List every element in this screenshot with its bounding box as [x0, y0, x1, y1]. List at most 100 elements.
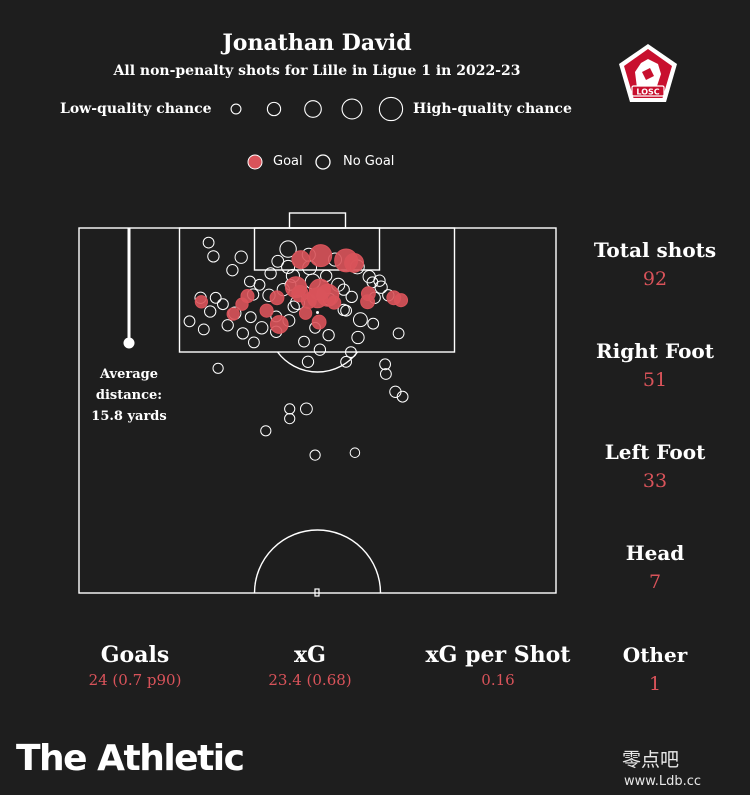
- center-circle: [253, 529, 382, 594]
- no-goal-shot-marker: [197, 323, 210, 336]
- no-goal-shot-marker: [374, 280, 388, 294]
- goal-shot-marker: [344, 252, 365, 273]
- stat-other: Other 1: [580, 643, 730, 695]
- average-distance-label: Average distance: 15.8 yards: [78, 364, 180, 427]
- no-goal-shot-marker: [367, 317, 380, 330]
- stat-xg-per-shot: xG per Shot 0.16: [413, 642, 583, 689]
- stat-xg: xG 23.4 (0.68): [215, 642, 405, 689]
- size-legend-circle: [378, 96, 404, 122]
- penalty-spot: [316, 311, 319, 314]
- no-goal-shot-marker: [264, 267, 277, 280]
- no-goal-shot-marker: [301, 355, 315, 368]
- no-goal-shot-marker: [281, 259, 296, 274]
- stat-label: xG per Shot: [425, 642, 571, 668]
- no-goal-shot-marker: [345, 346, 357, 359]
- size-legend-high-label: High-quality chance: [413, 101, 572, 117]
- chart-subtitle: All non-penalty shots for Lille in Ligue…: [113, 63, 521, 79]
- no-goal-shot-marker: [322, 328, 335, 342]
- the-athletic-logo: The Athletic: [16, 738, 245, 779]
- goal-legend-label: Goal: [273, 154, 303, 169]
- no-goal-shot-marker: [392, 327, 405, 340]
- no-goal-shot-marker: [255, 321, 269, 335]
- pitch-shot-map: [78, 212, 557, 597]
- stat-value: 33: [642, 470, 668, 492]
- watermark-text: 零点吧: [622, 749, 680, 771]
- outcome-legend: Goal No Goal: [240, 150, 440, 174]
- no-goal-shot-marker: [244, 311, 257, 324]
- stat-value: 92: [642, 268, 668, 290]
- no-goal-shot-marker: [236, 327, 249, 340]
- stat-label: Right Foot: [596, 339, 714, 363]
- stat-right-foot: Right Foot 51: [580, 339, 730, 391]
- penalty-arc: [276, 351, 359, 373]
- no-goal-shot-marker: [271, 254, 285, 268]
- stat-left-foot: Left Foot 33: [580, 440, 730, 492]
- goal-shot-marker: [291, 250, 311, 269]
- stat-label: Left Foot: [604, 440, 706, 464]
- stat-label: Total shots: [593, 238, 717, 262]
- goal-shot-marker: [309, 244, 333, 268]
- no-goal-shot-marker: [380, 368, 392, 380]
- center-spot: [314, 588, 320, 597]
- stat-value: 24 (0.7 p90): [88, 671, 182, 689]
- no-goal-shot-marker: [202, 236, 215, 249]
- lille-badge-logo: LOSC: [616, 42, 680, 106]
- stat-head: Head 7: [580, 541, 730, 593]
- no-goal-shot-marker: [284, 413, 296, 425]
- no-goal-shot-marker: [340, 304, 353, 317]
- no-goal-legend-marker: [315, 154, 331, 170]
- goal-shot-marker: [269, 290, 285, 306]
- goal-shot-marker: [327, 295, 342, 310]
- goal-shot-marker: [393, 293, 409, 308]
- stat-value: 23.4 (0.68): [268, 671, 352, 689]
- goal-shot-marker: [360, 286, 376, 302]
- no-goal-shot-marker: [298, 335, 310, 348]
- average-distance-marker: [123, 337, 135, 349]
- stat-label: Goals: [100, 642, 170, 668]
- stat-label: Head: [625, 541, 685, 565]
- goal-shot-marker: [226, 307, 240, 321]
- no-goal-shot-marker: [212, 362, 224, 374]
- chart-title: Jonathan David: [222, 30, 412, 56]
- size-legend-circle: [341, 98, 363, 120]
- stat-value: 1: [648, 673, 662, 695]
- no-goal-shot-marker: [207, 250, 220, 263]
- no-goal-shot-marker: [248, 336, 260, 349]
- goal-legend-marker: [247, 154, 263, 170]
- shots-layer: [183, 236, 409, 461]
- size-legend-circles: [230, 96, 404, 122]
- goal-shot-marker: [269, 315, 289, 334]
- no-goal-shot-marker: [279, 240, 297, 258]
- stat-label: Other: [622, 643, 688, 667]
- no-goal-shot-marker: [209, 291, 222, 304]
- stat-total-shots: Total shots 92: [580, 238, 730, 290]
- no-goal-shot-marker: [340, 355, 353, 368]
- stat-goals: Goals 24 (0.7 p90): [40, 642, 230, 689]
- no-goal-shot-marker: [373, 274, 386, 287]
- no-goal-shot-marker: [345, 290, 358, 304]
- no-goal-shot-marker: [244, 275, 256, 288]
- no-goal-shot-marker: [204, 305, 217, 318]
- no-goal-shot-marker: [379, 358, 392, 371]
- goal-shot-marker: [194, 295, 209, 309]
- no-goal-shot-marker: [284, 403, 296, 415]
- no-goal-shot-marker: [260, 425, 272, 437]
- average-distance-line3: 15.8 yards: [91, 409, 167, 424]
- size-legend-circle: [230, 103, 242, 115]
- goal-shot-marker: [259, 303, 274, 318]
- stat-value: 0.16: [481, 671, 515, 689]
- no-goal-shot-marker: [396, 390, 409, 403]
- goal-shot-marker: [300, 293, 317, 309]
- no-goal-shot-marker: [352, 312, 368, 328]
- size-legend-low-label: Low-quality chance: [60, 101, 212, 117]
- stat-value: 7: [648, 571, 662, 593]
- goal-shot-marker: [311, 314, 327, 330]
- stat-value: 51: [642, 369, 668, 391]
- no-goal-shot-marker: [351, 330, 365, 345]
- no-goal-shot-marker: [234, 250, 248, 264]
- goal-shot-marker: [240, 289, 255, 304]
- no-goal-shot-marker: [183, 315, 196, 328]
- no-goal-shot-marker: [221, 319, 234, 332]
- stat-label: xG: [294, 642, 326, 668]
- no-goal-shot-marker: [349, 447, 361, 458]
